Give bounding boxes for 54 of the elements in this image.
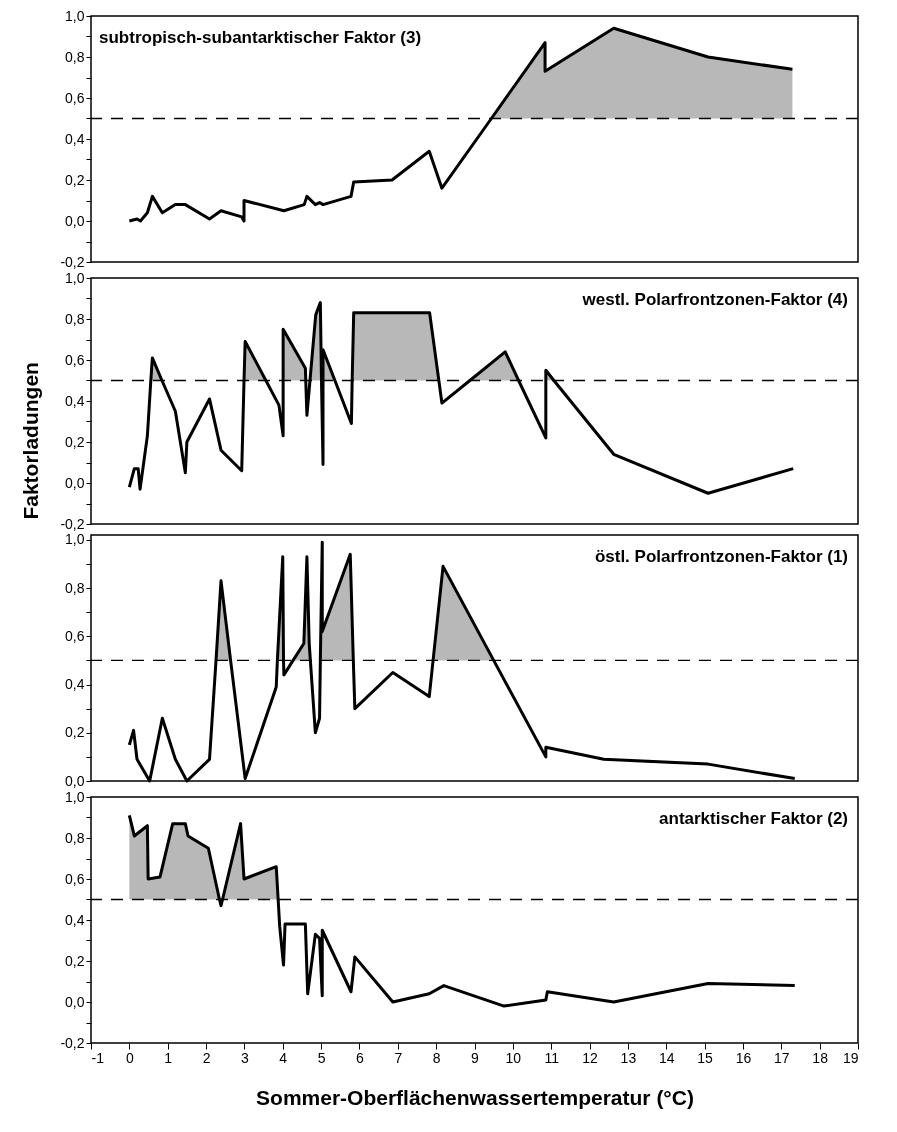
y-tick-label: 0,0	[65, 212, 85, 229]
x-tick-label: 11	[544, 1049, 560, 1066]
y-tick-label: -0,2	[60, 253, 85, 270]
y-tick-label: 0,6	[65, 89, 85, 106]
y-tick-label: 0,8	[65, 829, 85, 846]
x-tick-label: 6	[356, 1049, 365, 1066]
x-tick-label: 0	[125, 1049, 134, 1066]
y-tick-label: 0,4	[65, 392, 85, 409]
y-tick-label: 0,6	[65, 627, 85, 644]
y-tick-label: 1,0	[65, 7, 85, 24]
y-tick-label: 0,4	[65, 911, 85, 928]
x-tick-label: 13	[620, 1049, 637, 1066]
x-tick-label: 14	[658, 1049, 675, 1066]
x-tick-label: 1	[164, 1049, 173, 1066]
y-tick-label: -0,2	[60, 1034, 85, 1051]
y-tick-label: 0,0	[65, 993, 85, 1010]
y-tick-label: 0,4	[65, 130, 85, 147]
x-tick-label: 2	[202, 1049, 211, 1066]
y-tick-label: -0,2	[60, 515, 85, 532]
x-tick-label: 16	[735, 1049, 752, 1066]
y-tick-label: 1,0	[65, 531, 85, 548]
x-tick-label: 15	[697, 1049, 714, 1066]
x-tick-label: 10	[505, 1049, 522, 1066]
text: östl. Polarfrontzonen-Faktor (1)	[594, 547, 848, 566]
x-tick-label: 18	[812, 1049, 829, 1066]
x-tick-label: 5	[317, 1049, 326, 1066]
y-tick-label: 1,0	[65, 269, 85, 286]
y-tick-label: 1,0	[65, 788, 85, 805]
y-tick-label: 0,2	[65, 433, 85, 450]
x-tick-label: 4	[279, 1049, 288, 1066]
y-tick-label: 0,2	[65, 724, 85, 741]
y-tick-label: 0,6	[65, 870, 85, 887]
x-tick-label: -1	[91, 1049, 105, 1066]
text: subtropisch-subantarktischer Faktor (3)	[99, 28, 422, 47]
x-tick-label: 17	[774, 1049, 790, 1066]
y-tick-label: 0,4	[65, 676, 85, 693]
x-tick-label: 3	[241, 1049, 249, 1066]
x-tick-label: 8	[432, 1049, 441, 1066]
y-tick-label: 0,8	[65, 48, 85, 65]
x-tick-label: 12	[582, 1049, 599, 1066]
y-tick-label: 0,2	[65, 952, 85, 969]
y-axis-title: Faktorladungen	[19, 362, 43, 520]
x-tick-label: 19	[842, 1049, 859, 1066]
text: westl. Polarfrontzonen-Faktor (4)	[581, 290, 848, 309]
x-tick-label: 9	[471, 1049, 480, 1066]
y-tick-label: 0,0	[65, 474, 85, 491]
x-axis-title: Sommer-Oberflächenwassertemperatur (°C)	[256, 1085, 694, 1109]
y-tick-label: 0,0	[65, 772, 85, 789]
y-tick-label: 0,8	[65, 579, 85, 596]
y-tick-label: 0,8	[65, 310, 85, 327]
text: antarktischer Faktor (2)	[659, 809, 848, 828]
y-tick-label: 0,2	[65, 171, 85, 188]
y-tick-label: 0,6	[65, 351, 85, 368]
x-tick-label: 7	[394, 1049, 403, 1066]
